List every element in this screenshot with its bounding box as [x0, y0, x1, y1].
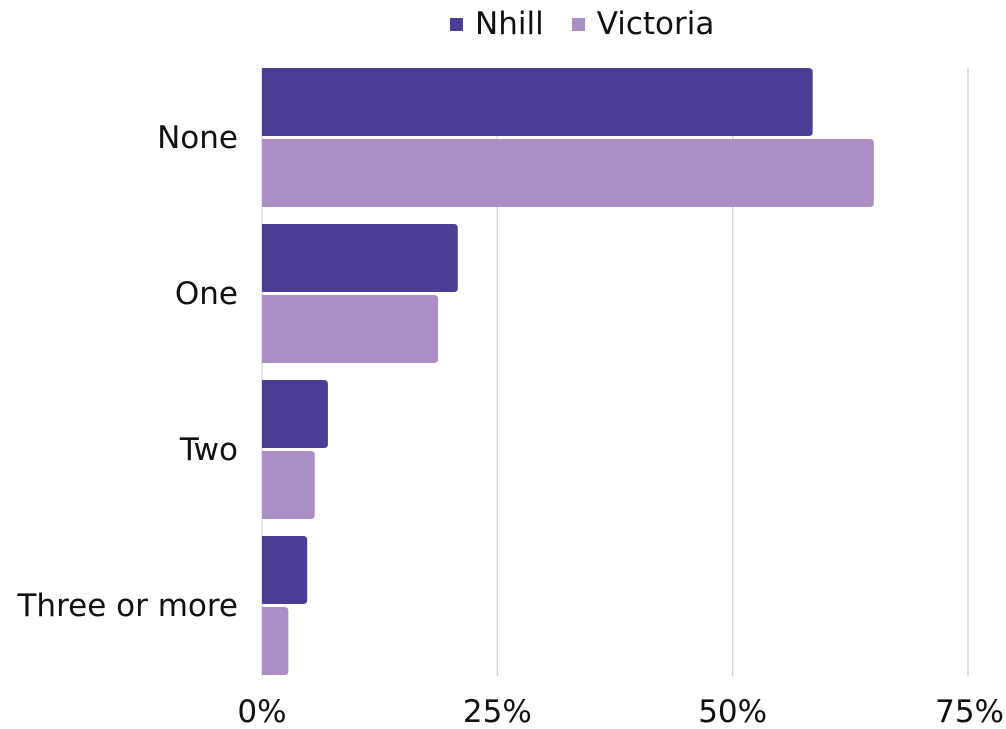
legend-item-nhill: Nhill: [450, 6, 544, 42]
category-label-three-or-more: Three or more: [16, 588, 238, 624]
bar-nhill-none: [262, 68, 813, 136]
legend-swatch-nhill: [450, 17, 463, 31]
bar-nhill-one: [262, 224, 458, 292]
x-tick-label-3: 75%: [935, 694, 1004, 729]
bar-nhill-two: [262, 380, 328, 448]
legend-swatch-victoria: [571, 17, 585, 31]
category-label-one: One: [175, 276, 238, 312]
x-tick-label-0: 0%: [237, 694, 286, 729]
bar-nhill-three-or-more: [262, 536, 308, 604]
x-tick-label-2: 50%: [698, 694, 767, 729]
category-label-none: None: [157, 120, 238, 156]
bar-victoria-one: [262, 295, 439, 363]
x-tick-label-1: 25%: [463, 694, 532, 729]
legend-label-victoria: Victoria: [596, 6, 715, 42]
legend-item-victoria: Victoria: [571, 6, 715, 42]
legend: Nhill Victoria: [450, 6, 714, 42]
bar-victoria-three-or-more: [262, 607, 289, 675]
category-label-two: Two: [179, 432, 238, 468]
bar-victoria-two: [262, 451, 315, 519]
bar-victoria-none: [262, 139, 874, 207]
legend-label-nhill: Nhill: [475, 6, 544, 42]
